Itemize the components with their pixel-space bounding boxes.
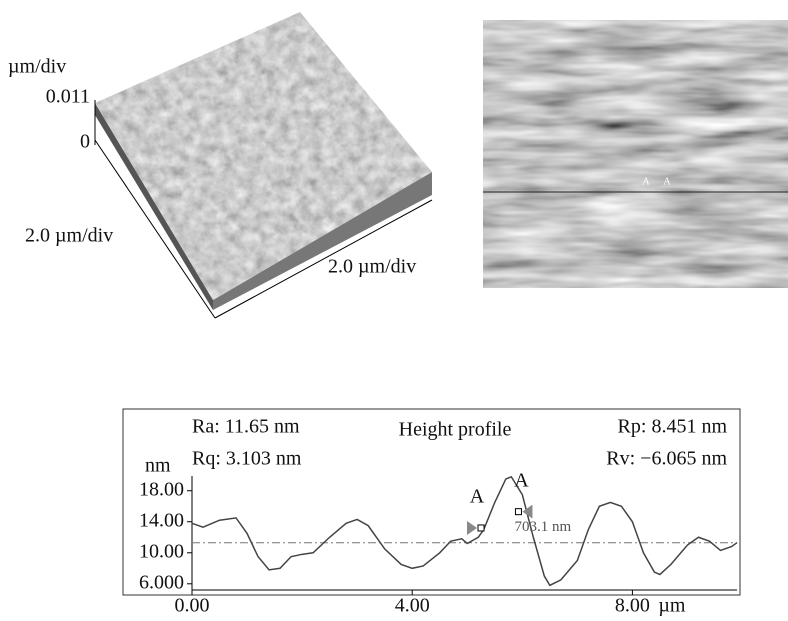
figure: µm/div 0.011 0 2.0 µm/div 2.0 µm/div A A… (0, 0, 788, 621)
page: µm/div 0.011 0 2.0 µm/div 2.0 µm/div A A… (0, 0, 788, 621)
cursor-marker (478, 525, 484, 531)
z-zero: 0 (80, 131, 90, 153)
y-tick-label: 10.00 (139, 540, 184, 562)
stat: Rq: 3.103 nm (192, 448, 302, 470)
z-unit: µm/div (8, 56, 66, 78)
stat: Rv: −6.065 nm (606, 448, 727, 470)
y-tick-label: 14.00 (139, 509, 184, 531)
x-scale: 2.0 µm/div (328, 256, 416, 278)
y-tick-label: 6.000 (139, 571, 184, 593)
x-axis-label: µm (658, 595, 686, 617)
cursor-distance: 703.1 nm (514, 519, 571, 535)
x-tick-label: 8.00 (615, 595, 650, 617)
cursor-label: A (470, 486, 485, 508)
afm-image: A A (483, 20, 788, 288)
y-scale: 2.0 µm/div (25, 225, 113, 247)
stat: Ra: 11.65 nm (192, 416, 300, 438)
cursor-label: A (642, 176, 650, 187)
x-tick-label: 0.00 (175, 595, 210, 617)
chart-title: Height profile (399, 419, 512, 441)
cursor-marker (515, 509, 521, 515)
afm-texture (483, 20, 788, 288)
profile-line (192, 477, 737, 586)
y-axis-label: nm (145, 455, 171, 477)
cursor-label: A (514, 469, 529, 491)
y-tick-label: 18.00 (139, 478, 184, 500)
z-max: 0.011 (46, 86, 90, 108)
stat: Rp: 8.451 nm (618, 416, 728, 438)
cursor-label: A (663, 176, 671, 187)
cursor-arrow (467, 521, 477, 535)
x-tick-label: 4.00 (395, 595, 430, 617)
